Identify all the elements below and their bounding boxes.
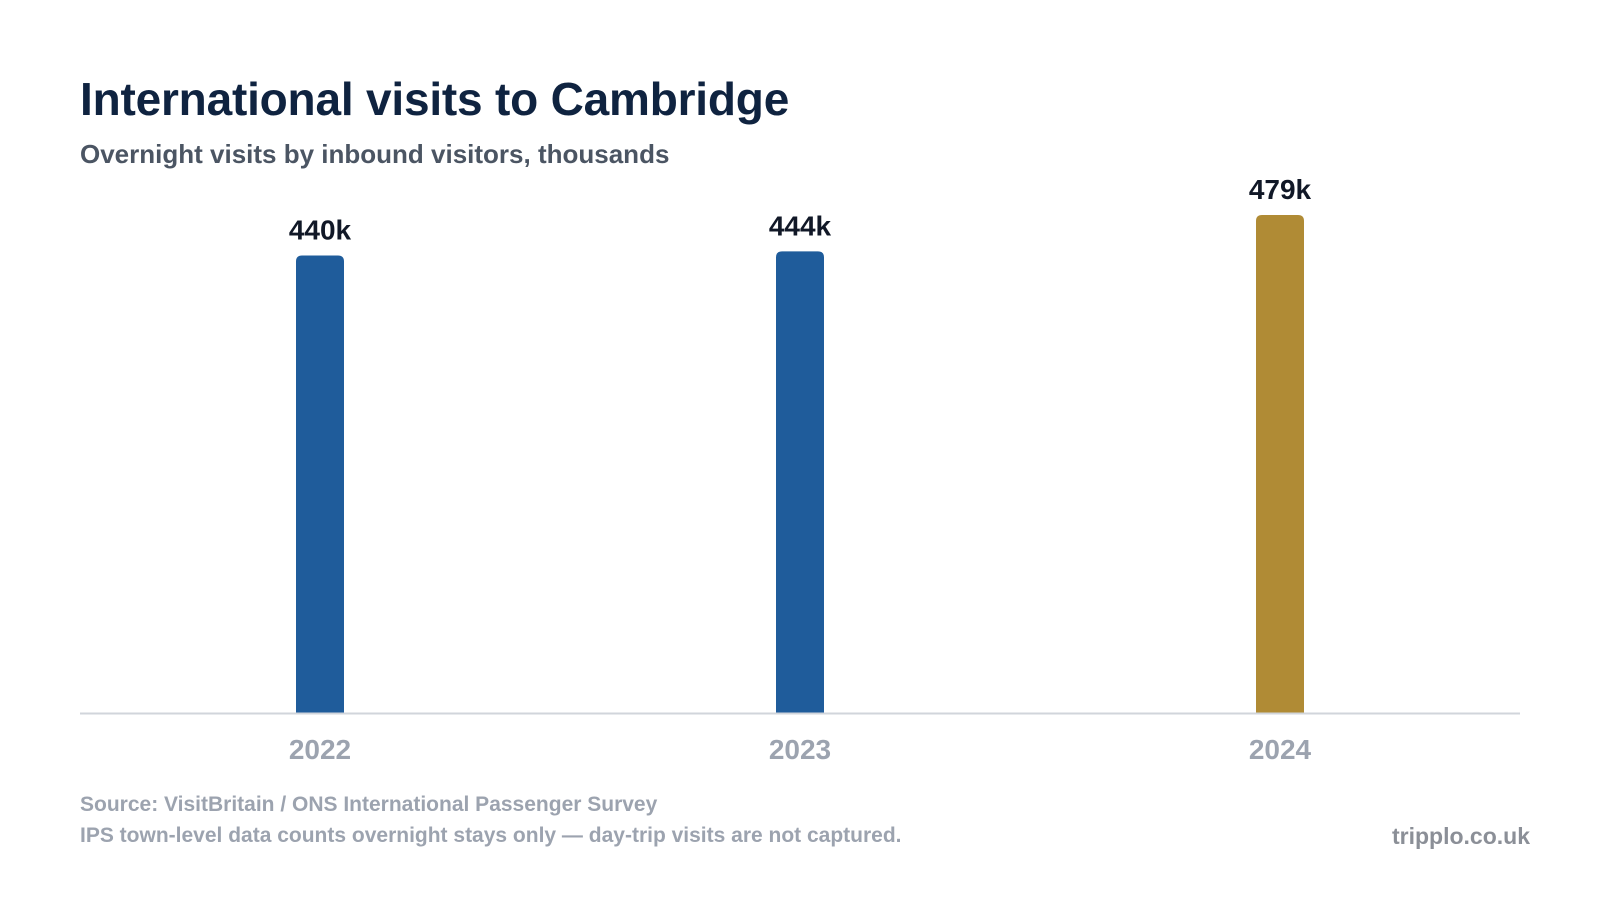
value-label-2022: 440k	[289, 215, 352, 246]
bar-2022	[296, 255, 344, 713]
chart-title: International visits to Cambridge	[80, 73, 790, 125]
bar-2024	[1256, 215, 1304, 713]
x-tick-2024: 2024	[1249, 734, 1312, 765]
chart-subtitle: Overnight visits by inbound visitors, th…	[80, 139, 670, 169]
value-label-2023: 444k	[769, 210, 832, 241]
x-tick-labels-layer: 2022 2023 2024	[289, 734, 1312, 765]
source-note: Source: VisitBritain / ONS International…	[80, 793, 658, 816]
value-label-2024: 479k	[1249, 174, 1312, 205]
brand-link[interactable]: tripplo.co.uk	[1392, 823, 1530, 849]
x-tick-2023: 2023	[769, 734, 831, 765]
value-labels-layer: 440k 444k 479k	[289, 174, 1312, 246]
methodology-note: IPS town-level data counts overnight sta…	[80, 824, 902, 847]
bar-2023	[776, 251, 824, 713]
x-tick-2022: 2022	[289, 734, 351, 765]
bars-layer	[296, 215, 1304, 713]
